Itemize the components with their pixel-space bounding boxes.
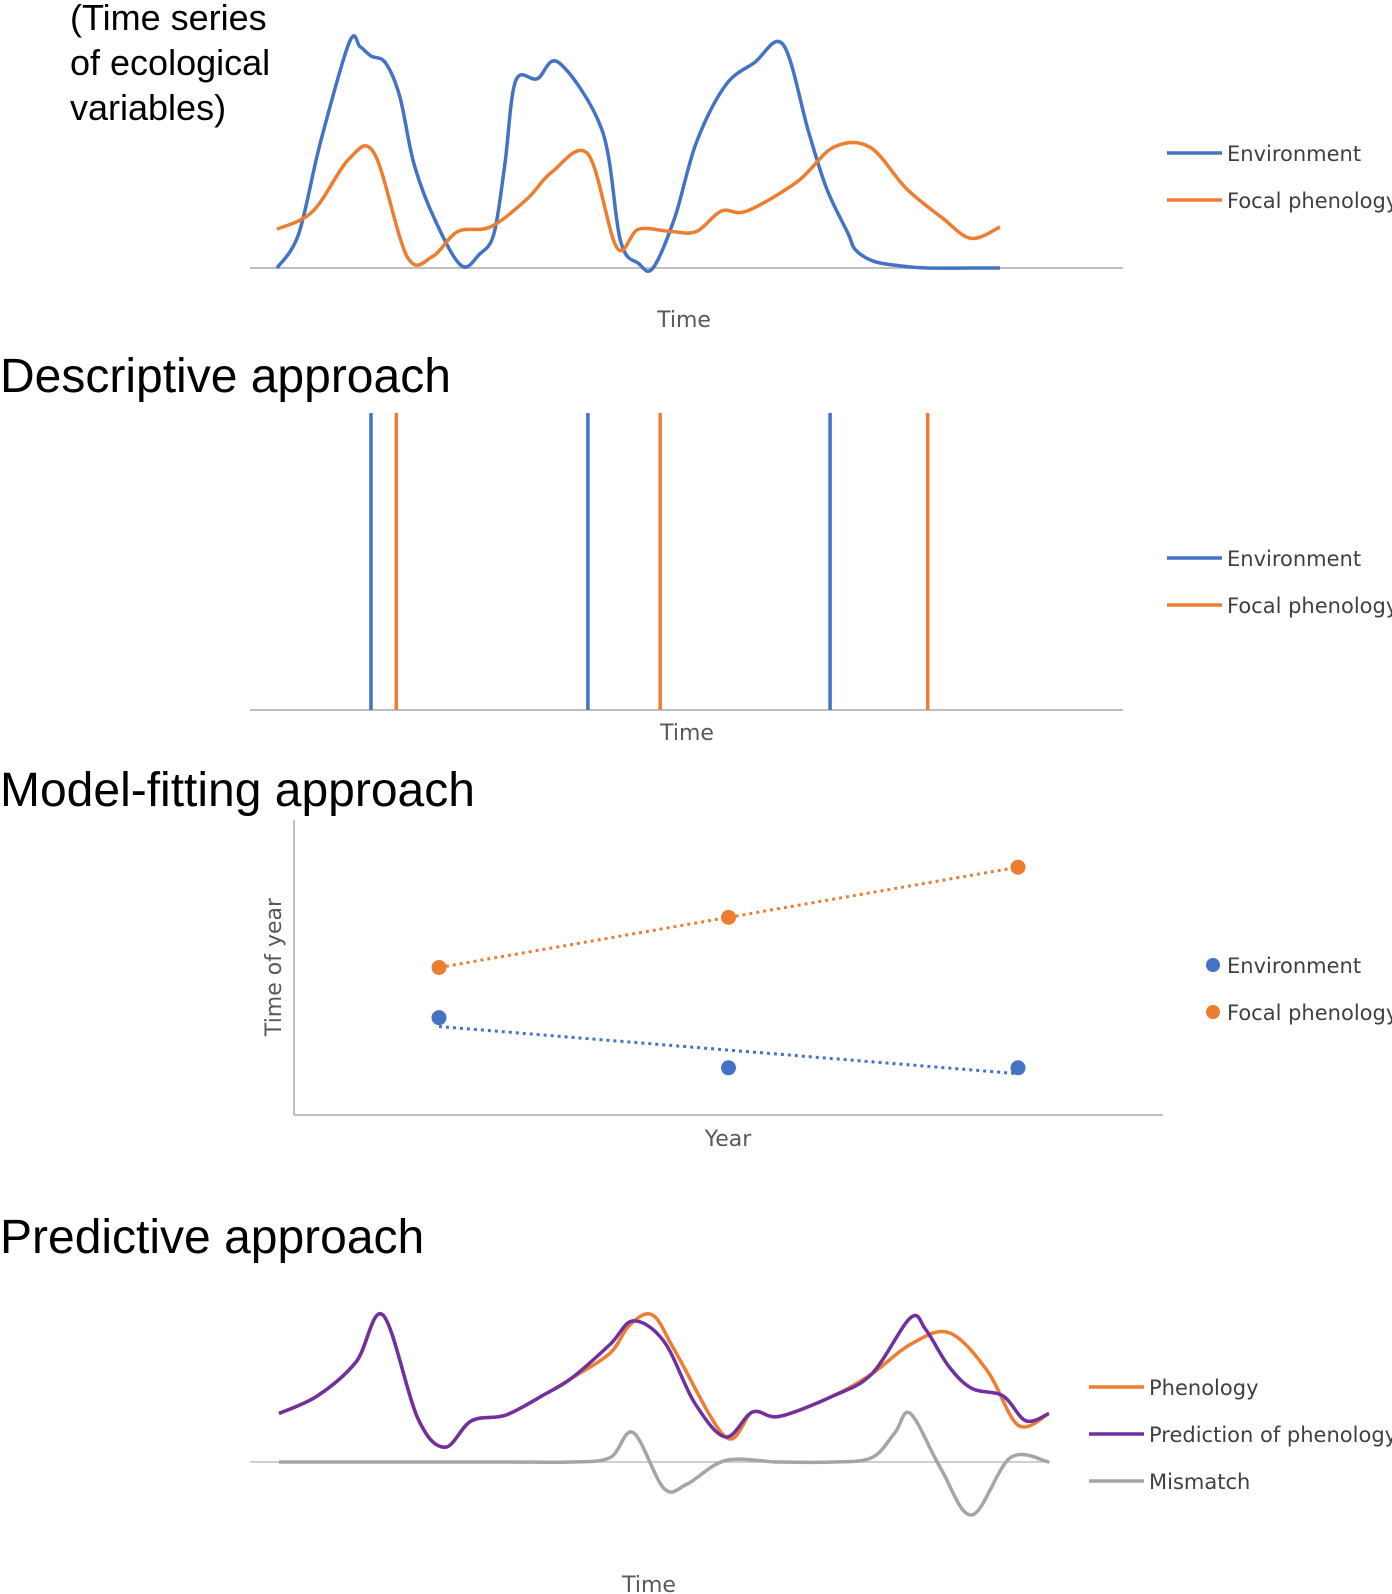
timeseries-title-line-2: of ecological <box>70 42 270 83</box>
model-fitting-trendlines <box>438 865 1019 1076</box>
model-fitting-panel: Model-fitting approach Time of year Year… <box>0 764 1392 1152</box>
legend-label-phenology: Phenology <box>1149 1376 1259 1400</box>
predictive-legend: Phenology Prediction of phenology Mismat… <box>1089 1376 1392 1494</box>
predictive-x-axis-label: Time <box>621 1573 676 1594</box>
legend-label-environment: Environment <box>1227 547 1361 571</box>
legend-label-environment: Environment <box>1227 142 1361 166</box>
timeseries-environment-line <box>275 34 1000 273</box>
timeseries-legend: Environment Focal phenology <box>1167 142 1392 213</box>
predictive-prediction-line <box>278 1311 1050 1450</box>
legend-label-focal-phenology: Focal phenology <box>1227 1001 1392 1025</box>
point-focal-phenology-year-3 <box>1010 859 1026 875</box>
timeseries-phenology-line <box>276 140 1001 267</box>
descriptive-legend: Environment Focal phenology <box>1167 547 1392 618</box>
timeseries-x-axis-label: Time <box>656 308 711 333</box>
trendline-environment <box>438 1025 1019 1076</box>
legend-label-prediction-of-phenology: Prediction of phenology <box>1149 1423 1392 1447</box>
predictive-phenology-line <box>278 1311 1050 1450</box>
descriptive-title: Descriptive approach <box>0 350 451 403</box>
legend-label-focal-phenology: Focal phenology <box>1227 594 1392 618</box>
point-environment-year-2 <box>721 1060 736 1076</box>
model-fitting-legend: Environment Focal phenology <box>1206 954 1392 1025</box>
timeseries-title-line-3: variables) <box>70 87 226 128</box>
legend-marker-environment <box>1206 958 1220 972</box>
legend-marker-focal-phenology <box>1206 1005 1220 1019</box>
timeseries-title-line-1: (Time series <box>70 0 267 38</box>
legend-label-mismatch: Mismatch <box>1149 1470 1250 1494</box>
model-fitting-points <box>431 859 1026 1076</box>
predictive-title: Predictive approach <box>0 1211 424 1264</box>
point-environment-year-1 <box>431 1010 447 1026</box>
point-focal-phenology-year-1 <box>431 960 447 975</box>
descriptive-event-lines <box>369 413 930 710</box>
predictive-panel: Predictive approach Time Phenology Predi… <box>0 1211 1392 1594</box>
descriptive-x-axis-label: Time <box>659 721 714 746</box>
timeseries-panel: (Time series of ecological variables) Ti… <box>70 0 1392 333</box>
predictive-mismatch-line <box>278 1410 1050 1517</box>
descriptive-panel: Descriptive approach Time Environment Fo… <box>0 350 1392 746</box>
legend-label-environment: Environment <box>1227 954 1361 978</box>
legend-label-focal-phenology: Focal phenology <box>1227 189 1392 213</box>
model-fitting-title: Model-fitting approach <box>0 764 475 817</box>
point-focal-phenology-year-2 <box>721 909 736 925</box>
point-environment-year-3 <box>1010 1060 1026 1076</box>
model-fitting-x-axis-label: Year <box>704 1127 753 1152</box>
model-fitting-y-axis-label: Time of year <box>262 897 287 1037</box>
